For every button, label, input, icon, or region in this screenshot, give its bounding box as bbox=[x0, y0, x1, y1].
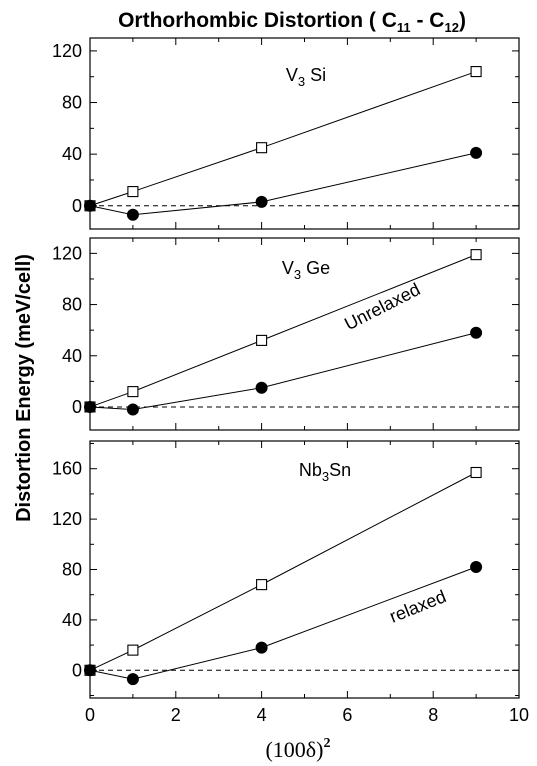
unrelaxed-point bbox=[256, 142, 268, 154]
y-tick-label: 120 bbox=[52, 243, 82, 263]
unrelaxed-series-line bbox=[89, 472, 477, 671]
relaxed-point bbox=[255, 641, 268, 654]
unrelaxed-series-line bbox=[89, 71, 477, 207]
y-tick-label: 0 bbox=[72, 660, 82, 680]
y-tick-label: 40 bbox=[62, 610, 82, 630]
y-axis-label: Distortion Energy (meV/cell) bbox=[13, 254, 35, 522]
relaxed-point bbox=[126, 403, 139, 416]
unrelaxed-point bbox=[470, 66, 482, 78]
y-tick-label: 0 bbox=[72, 397, 82, 417]
relaxed-series-line bbox=[89, 566, 477, 680]
relaxed-point bbox=[470, 326, 483, 339]
annotation-relaxed: relaxed bbox=[387, 586, 449, 627]
unrelaxed-point bbox=[470, 249, 482, 261]
y-tick-label: 40 bbox=[62, 346, 82, 366]
x-tick-label: 6 bbox=[342, 705, 352, 725]
unrelaxed-point bbox=[127, 386, 139, 398]
relaxed-point bbox=[255, 195, 268, 208]
y-tick-label: 80 bbox=[62, 93, 82, 113]
y-tick-label: 80 bbox=[62, 560, 82, 580]
x-tick-label: 8 bbox=[428, 705, 438, 725]
relaxed-point bbox=[84, 664, 96, 677]
relaxed-point bbox=[470, 146, 483, 159]
relaxed-series-line bbox=[89, 152, 477, 216]
x-axis-label: (100δ)2 bbox=[265, 736, 330, 762]
unrelaxed-point bbox=[127, 186, 139, 198]
y-tick-label: 0 bbox=[72, 196, 82, 216]
unrelaxed-series-line bbox=[89, 254, 477, 408]
annotation-unrelaxed: Unrelaxed bbox=[341, 279, 423, 334]
x-tick-label: 4 bbox=[257, 705, 267, 725]
relaxed-point bbox=[255, 381, 268, 394]
panel-1: 0 40 80 120 V3 Si bbox=[52, 37, 520, 230]
relaxed-point bbox=[84, 400, 96, 413]
panel-label: V3 Ge bbox=[282, 258, 330, 282]
relaxed-point bbox=[126, 673, 139, 686]
x-tick-label: 0 bbox=[85, 705, 95, 725]
unrelaxed-point bbox=[256, 579, 268, 591]
unrelaxed-point bbox=[256, 334, 268, 346]
y-tick-label: 120 bbox=[52, 509, 82, 529]
y-tick-label: 80 bbox=[62, 295, 82, 315]
x-tick-label: 10 bbox=[509, 705, 529, 725]
relaxed-point bbox=[84, 199, 96, 212]
relaxed-point bbox=[126, 208, 139, 221]
relaxed-series-line bbox=[89, 332, 477, 411]
x-tick-label: 2 bbox=[171, 705, 181, 725]
unrelaxed-point bbox=[470, 466, 482, 479]
y-tick-label: 40 bbox=[62, 144, 82, 164]
panel-label: Nb3Sn bbox=[299, 460, 351, 484]
figure-title: Orthorhombic Distortion ( C11 - C12) bbox=[118, 9, 466, 35]
y-tick-label: 120 bbox=[52, 41, 82, 61]
panel-label: V3 Si bbox=[286, 65, 326, 89]
unrelaxed-point bbox=[127, 644, 139, 656]
relaxed-point bbox=[470, 560, 483, 573]
panel-3: 0 40 80 120 160 Nb3Sn 0 2 4 6 8 10 bbox=[52, 440, 529, 725]
panel-2: 0 40 80 120 V3 Ge bbox=[52, 237, 520, 431]
y-tick-label: 160 bbox=[52, 459, 82, 479]
